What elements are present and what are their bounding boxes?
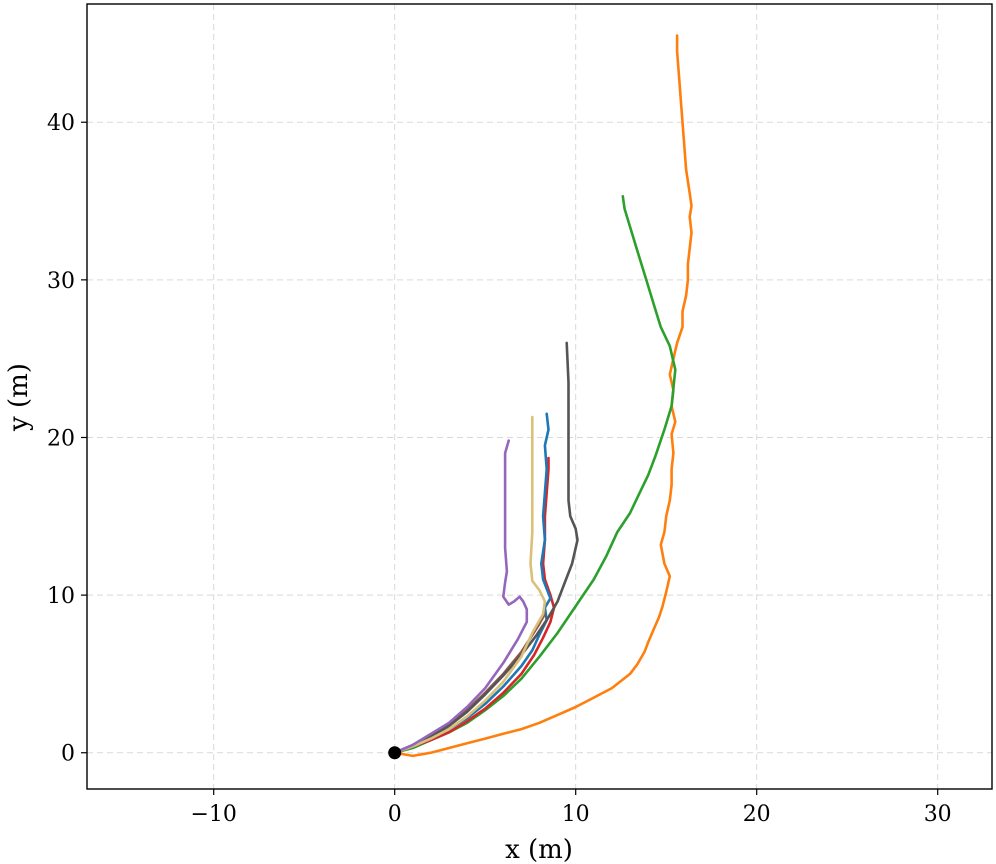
trajectory-line-5 — [393, 612, 547, 754]
plot-frame — [86, 3, 993, 790]
y-axis-label: y (m) — [4, 363, 34, 432]
marker-layer — [388, 746, 402, 760]
trajectory-line-3 — [393, 456, 556, 754]
x-tick-label: 0 — [388, 802, 402, 827]
trajectory-line-7 — [393, 415, 547, 754]
y-tick-label: 20 — [47, 426, 75, 451]
x-tick-label: −10 — [190, 802, 236, 827]
y-tick-label: 40 — [47, 111, 75, 136]
origin-marker — [388, 746, 402, 760]
series-layer — [393, 34, 693, 758]
grid-layer — [87, 4, 992, 789]
trajectory-line-6 — [393, 341, 579, 754]
x-axis-label: x (m) — [505, 835, 573, 864]
trajectory-line-1 — [393, 34, 693, 758]
x-tick-label: 10 — [562, 802, 590, 827]
x-tick-label: 30 — [924, 802, 952, 827]
tick-layer: −10 0 10 20 30 0 10 20 30 40 — [47, 111, 952, 827]
trajectory-line-8 — [393, 439, 529, 754]
y-tick-label: 0 — [61, 742, 75, 767]
trajectory-line-2 — [393, 195, 677, 754]
x-tick-label: 20 — [743, 802, 771, 827]
y-tick-label: 10 — [47, 584, 75, 609]
y-tick-label: 30 — [47, 269, 75, 294]
